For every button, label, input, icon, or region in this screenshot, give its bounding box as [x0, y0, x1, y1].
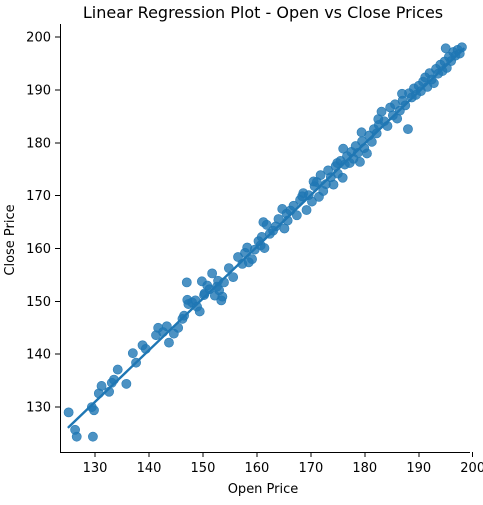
data-point-48: [247, 254, 257, 265]
x-tick-label-190: 190: [406, 461, 431, 476]
x-tick-label-130: 130: [83, 461, 108, 476]
y-tick-label-160: 160: [26, 242, 51, 257]
data-point-78: [328, 179, 339, 190]
data-point-146: [297, 191, 308, 202]
data-point-67: [301, 205, 312, 215]
data-point-11: [112, 364, 123, 375]
x-tick-label-160: 160: [244, 461, 269, 476]
data-point-30: [194, 306, 205, 317]
data-point-35: [207, 268, 218, 279]
x-tick-label-150: 150: [191, 461, 216, 476]
data-point-0: [63, 407, 74, 418]
data-point-140: [242, 242, 253, 253]
y-tick-label-140: 140: [26, 348, 51, 363]
data-point-93: [362, 148, 372, 159]
data-point-2: [71, 431, 82, 442]
y-tick-label-190: 190: [26, 84, 51, 99]
data-point-149: [397, 88, 407, 99]
x-axis-ticks: 130 140 150 160 170 180 190 200: [83, 452, 483, 476]
data-point-138: [308, 176, 319, 187]
data-point-142: [168, 328, 179, 339]
data-point-90: [355, 157, 365, 167]
data-point-52: [259, 243, 270, 253]
data-point-64: [291, 210, 302, 221]
y-tick-label-150: 150: [26, 295, 51, 310]
data-point-141: [199, 290, 209, 300]
data-point-19: [161, 321, 172, 332]
y-axis-label: Close Price: [3, 204, 18, 275]
y-tick-label-130: 130: [26, 401, 51, 416]
data-point-148: [356, 127, 367, 138]
data-point-20: [164, 337, 174, 348]
data-point-7: [96, 381, 107, 391]
data-point-24: [181, 277, 192, 288]
data-point-43: [228, 272, 239, 282]
data-point-136: [373, 114, 384, 125]
data-point-109: [403, 124, 413, 135]
x-tick-label-180: 180: [352, 461, 377, 476]
y-tick-label-170: 170: [26, 189, 51, 204]
data-point-4: [88, 431, 98, 442]
regression-line: [67, 47, 465, 429]
x-tick-label-140: 140: [137, 461, 162, 476]
x-tick-label-200: 200: [460, 461, 483, 476]
data-point-135: [440, 43, 451, 54]
x-tick-label-170: 170: [298, 461, 323, 476]
y-axis-ticks: 130 140 150 160 170 180 190 200: [26, 31, 60, 416]
chart-title: Linear Regression Plot - Open vs Close P…: [83, 3, 443, 22]
data-point-147: [332, 158, 343, 168]
x-axis-label: Open Price: [228, 482, 299, 497]
data-point-12: [121, 378, 132, 389]
data-point-137: [338, 143, 349, 154]
plot-area: [63, 42, 467, 442]
data-point-13: [127, 348, 138, 359]
data-point-40: [217, 291, 228, 302]
data-point-82: [337, 172, 348, 183]
data-point-69: [307, 196, 317, 207]
data-point-73: [315, 170, 326, 181]
data-point-5: [89, 405, 99, 416]
y-tick-label-180: 180: [26, 136, 51, 151]
y-tick-label-200: 200: [26, 31, 51, 46]
